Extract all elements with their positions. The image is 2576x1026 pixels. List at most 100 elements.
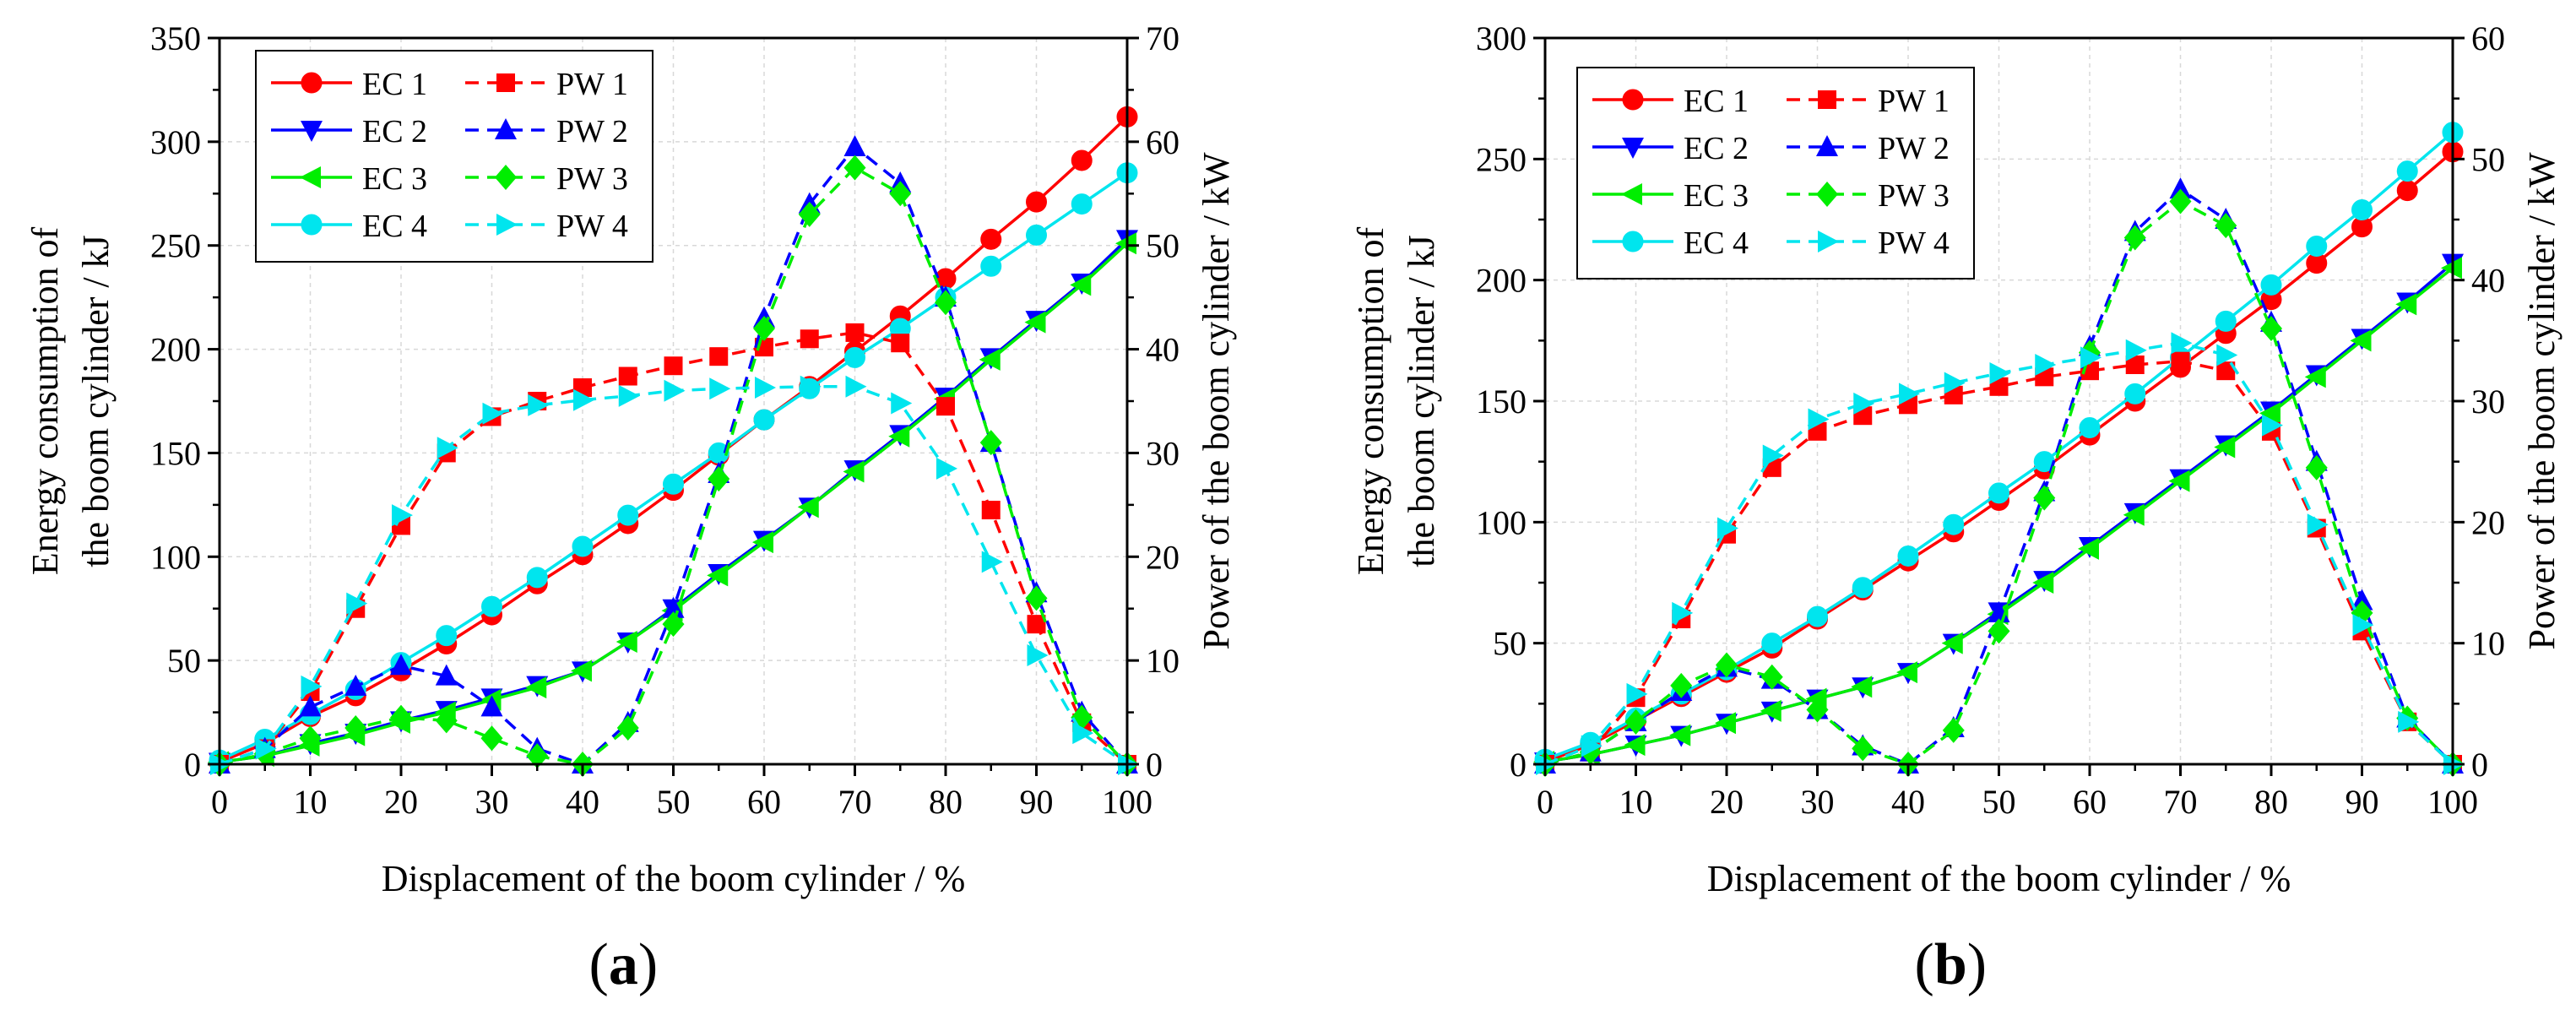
data-point [888,425,910,448]
x-tick-label: 60 [747,783,781,821]
data-point [662,611,685,638]
y-tick-label-left: 200 [150,331,201,369]
data-point [526,567,548,589]
y-axis-right: 0 10 20 30 40 50 60 [2453,19,2505,784]
legend: EC 1 PW 1 EC 2 PW 2 EC 3 PW 3 EC 4 PW 4 [255,50,653,263]
data-point [1070,274,1092,296]
data-point [1715,712,1736,735]
data-point [2169,177,2192,199]
y-tick-label-right: 10 [2471,625,2505,663]
series-pw-4 [1536,332,2465,775]
legend-marker [1622,138,1644,159]
data-point [2125,339,2147,361]
x-axis-label: Displacement of the boom cylinder / % [1707,858,2291,899]
x-tick-label: 100 [1102,783,1152,821]
data-point [755,377,776,399]
data-point [571,660,592,682]
data-point [2079,417,2101,439]
data-point [1717,517,1738,540]
data-point [843,460,865,483]
data-point [663,473,684,495]
data-point [2398,710,2420,733]
y-tick-label-right: 0 [1146,746,1163,784]
data-point [2168,470,2190,492]
data-point [1808,408,1830,431]
legend-label: PW 2 [1878,131,1950,166]
data-point [1852,577,1874,599]
data-point [979,348,1001,371]
chart-panel-a: 0 10 20 30 40 50 60 70 80 90 100050100150200250300… [24,19,1237,997]
y-tick-label-left: 200 [1476,262,1527,300]
data-point [1025,585,1048,611]
data-point [935,290,957,316]
y-tick-label-left: 150 [150,434,201,472]
data-point [980,228,1002,250]
panel-label-open: ( [589,932,609,997]
data-point [573,388,594,411]
x-tick-label: 50 [1982,783,2016,821]
data-point [753,409,775,431]
data-point [2078,537,2099,560]
panel-label: (a) [589,932,659,997]
data-point [1624,708,1647,735]
y-axis-left: 0 50 100 150 200 250 300 350 [150,19,220,784]
data-point [2124,383,2146,404]
panel-label-letter: a [609,932,638,997]
x-tick-label: 10 [1619,783,1653,821]
data-point [2032,572,2054,594]
y-tick-label-right: 50 [1146,227,1180,265]
x-tick-label: 10 [294,783,328,821]
y-axis-left-label-line2: the boom cylinder / kJ [75,235,117,567]
y-tick-label-right: 20 [2471,503,2505,541]
data-point [844,346,865,368]
y-axis-left-label-line1: Energy consumption of [1350,227,1391,576]
legend-marker [1816,135,1838,156]
legend-label: PW 4 [556,209,628,244]
data-point [1761,632,1783,654]
data-point [891,392,913,415]
data-point [936,397,955,416]
series-pw-4 [210,375,1139,775]
x-tick-label: 70 [838,783,872,821]
y-tick-label-left: 50 [167,642,201,680]
data-point [1716,652,1738,678]
legend-marker [1816,182,1838,207]
y-tick-label-left: 250 [1476,140,1527,178]
legend-marker [496,73,515,92]
data-point [2216,344,2238,366]
y-tick-label-left: 250 [150,227,201,265]
data-point [572,535,594,557]
legend-label: PW 2 [556,114,628,149]
data-point [2350,329,2372,352]
y-axis-right-label: Power of the boom cylinder / kW [1196,152,1237,649]
data-point [2352,614,2374,637]
panel-label-close: ) [1967,932,1987,997]
data-point [1027,644,1049,666]
data-point [1944,372,1966,394]
y-tick-label-right: 70 [1146,19,1180,57]
data-point [1027,615,1046,634]
data-point [1988,482,2009,504]
data-point [480,725,503,752]
data-point [1762,444,1784,467]
data-point [618,366,637,386]
data-point [2123,503,2145,526]
data-point [1806,697,1829,723]
legend-label: EC 4 [362,209,427,244]
data-point [752,531,773,554]
data-point [1941,632,1963,654]
data-point [2080,346,2101,369]
data-point [2351,199,2373,221]
data-point [1071,193,1093,215]
x-tick-label: 0 [1537,783,1554,821]
legend-marker [301,121,323,142]
data-point [1851,676,1873,698]
series-line [219,166,1129,766]
y-tick-label-left: 150 [1476,383,1527,421]
data-point [2215,213,2237,239]
data-point [2307,513,2329,536]
data-point [709,377,731,400]
data-point [979,430,1002,456]
data-point [482,402,504,425]
data-point [843,155,866,181]
